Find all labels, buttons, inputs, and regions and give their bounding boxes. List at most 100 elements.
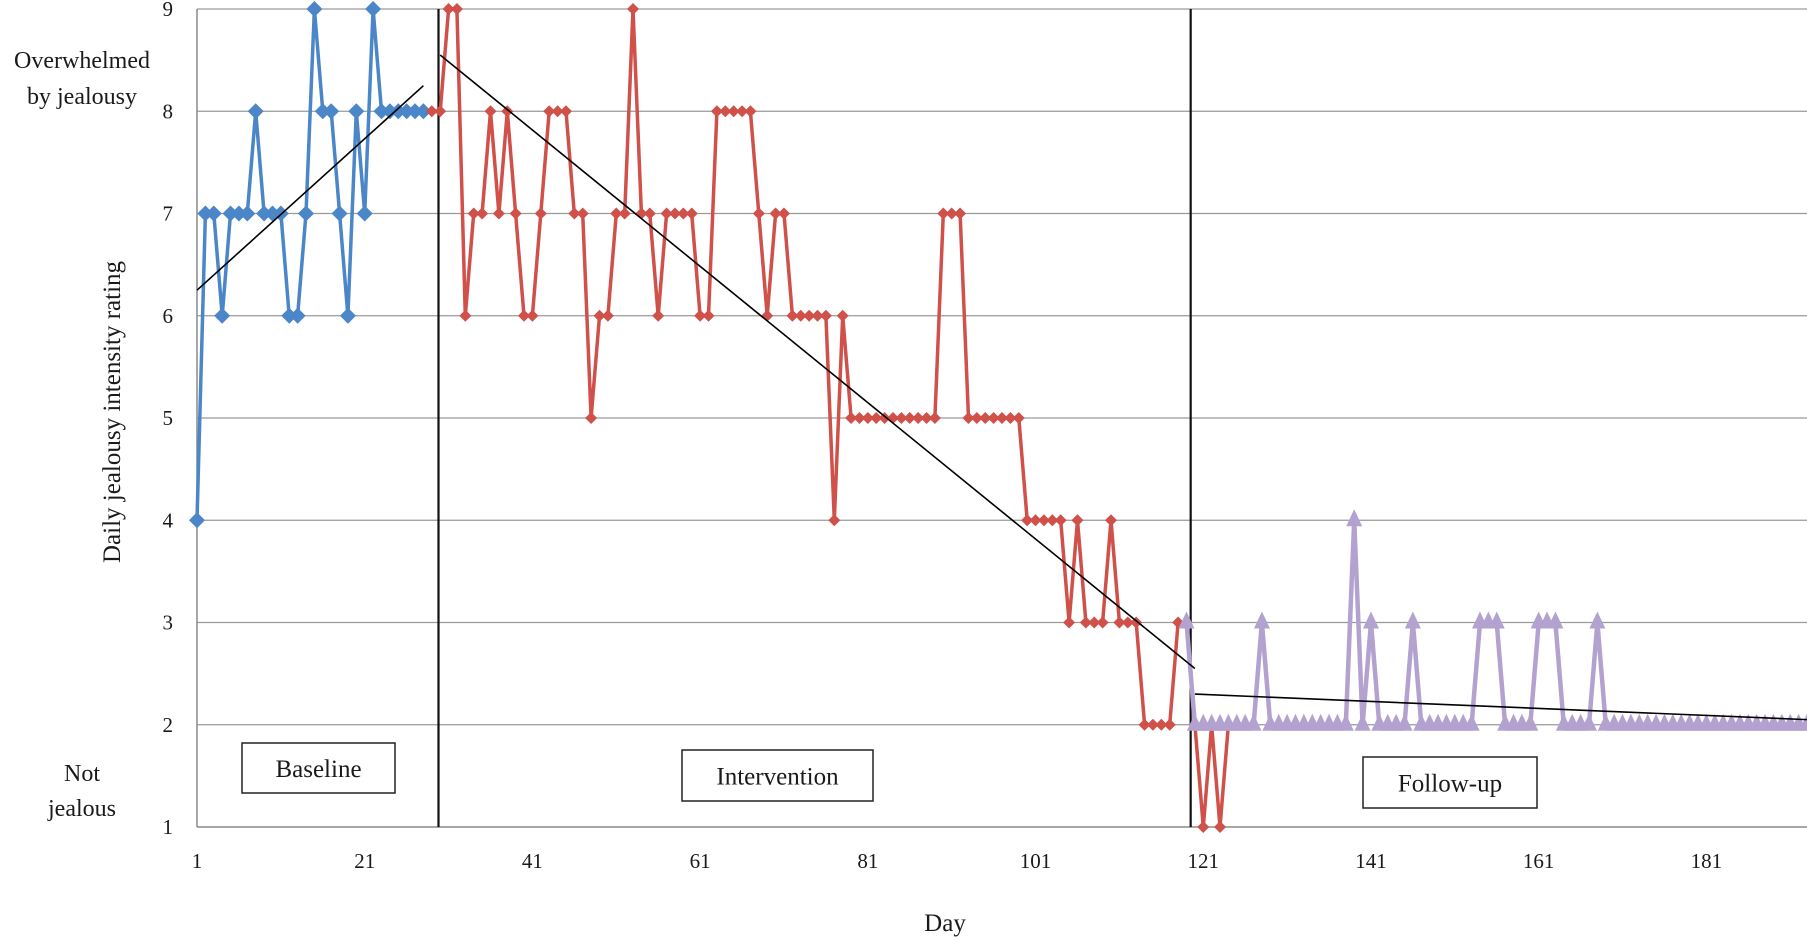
data-point <box>230 205 247 222</box>
data-point <box>803 309 816 322</box>
trend-line-2 <box>439 54 1196 670</box>
y-tick-label-7: 7 <box>163 202 174 226</box>
data-point <box>987 412 1000 424</box>
data-point <box>1155 718 1168 731</box>
series-3 <box>1178 509 1807 731</box>
data-point <box>1589 611 1606 629</box>
y-tick-label-2: 2 <box>163 713 174 737</box>
data-point <box>694 309 707 322</box>
data-point <box>214 307 231 324</box>
data-point <box>660 207 673 220</box>
data-point <box>1547 611 1564 629</box>
data-point <box>928 412 941 424</box>
phase-label-1: Baseline <box>241 742 396 794</box>
data-point <box>576 207 589 220</box>
data-point <box>677 207 690 220</box>
data-series <box>189 1 1807 833</box>
data-point <box>1071 514 1084 527</box>
data-point <box>1121 616 1134 629</box>
y-axis-title: Daily jealousy intensity rating <box>99 260 126 563</box>
x-tick-label-41: 41 <box>522 849 543 873</box>
data-point <box>1253 611 1270 629</box>
data-point <box>652 309 665 322</box>
data-point <box>954 207 967 220</box>
data-point <box>1079 616 1092 629</box>
data-point <box>1337 713 1354 731</box>
data-point <box>1046 514 1059 527</box>
data-point <box>526 309 539 322</box>
data-point <box>727 105 740 118</box>
data-point <box>415 103 432 120</box>
data-point <box>777 207 790 220</box>
data-point <box>534 207 547 220</box>
x-tick-label-161: 161 <box>1523 849 1555 873</box>
x-tick-label-81: 81 <box>857 849 878 873</box>
data-point <box>247 103 264 120</box>
data-point <box>920 412 933 424</box>
data-point <box>744 105 757 118</box>
data-point <box>1096 616 1109 629</box>
data-point <box>895 412 908 424</box>
data-point <box>1346 509 1363 527</box>
data-point <box>1063 616 1076 629</box>
data-point <box>912 412 925 424</box>
data-point <box>1354 713 1371 731</box>
data-point <box>314 103 331 120</box>
data-point <box>769 207 782 220</box>
data-point <box>1130 616 1143 629</box>
x-tick-label-121: 121 <box>1188 849 1220 873</box>
phase-label-text: Intervention <box>716 764 839 791</box>
data-point <box>492 207 505 220</box>
data-point <box>459 309 472 322</box>
y-end-label-bottom-line2: jealous <box>47 796 116 822</box>
data-point <box>853 412 866 424</box>
data-point <box>786 309 799 322</box>
data-point <box>1113 616 1126 629</box>
data-point <box>962 412 975 424</box>
data-point <box>306 1 323 17</box>
data-point <box>281 307 298 324</box>
data-point <box>601 309 614 322</box>
data-point <box>1463 713 1480 731</box>
data-point <box>331 205 348 222</box>
x-tick-label-1: 1 <box>192 849 203 873</box>
data-point <box>685 207 698 220</box>
data-point <box>752 207 765 220</box>
data-point <box>1362 611 1379 629</box>
x-tick-label-101: 101 <box>1020 849 1052 873</box>
data-point <box>811 309 824 322</box>
data-point <box>476 207 489 220</box>
data-point <box>819 309 832 322</box>
data-point <box>222 205 239 222</box>
data-point <box>543 105 556 118</box>
data-point <box>627 3 640 15</box>
data-point <box>1488 611 1505 629</box>
y-end-label-bottom-line1: Not <box>64 761 100 787</box>
data-point <box>434 105 447 118</box>
x-tick-label-181: 181 <box>1691 849 1723 873</box>
y-tick-label-3: 3 <box>163 611 174 635</box>
data-point <box>1088 616 1101 629</box>
data-point <box>339 307 356 324</box>
data-point <box>1054 514 1067 527</box>
data-point <box>937 207 950 220</box>
trend-line-1 <box>196 85 424 291</box>
data-point <box>1197 821 1210 833</box>
data-point <box>197 205 214 222</box>
data-point <box>373 103 390 120</box>
phase-label-text: Follow-up <box>1398 771 1502 798</box>
data-point <box>719 105 732 118</box>
data-point <box>610 207 623 220</box>
data-point <box>828 514 841 527</box>
data-point <box>1580 713 1597 731</box>
data-point <box>509 207 522 220</box>
data-point <box>298 205 315 222</box>
data-point <box>845 412 858 424</box>
data-point <box>1004 412 1017 424</box>
data-point <box>1245 713 1262 731</box>
data-point <box>484 105 497 118</box>
data-point <box>861 412 874 424</box>
data-point <box>239 205 256 222</box>
data-point <box>365 1 382 17</box>
